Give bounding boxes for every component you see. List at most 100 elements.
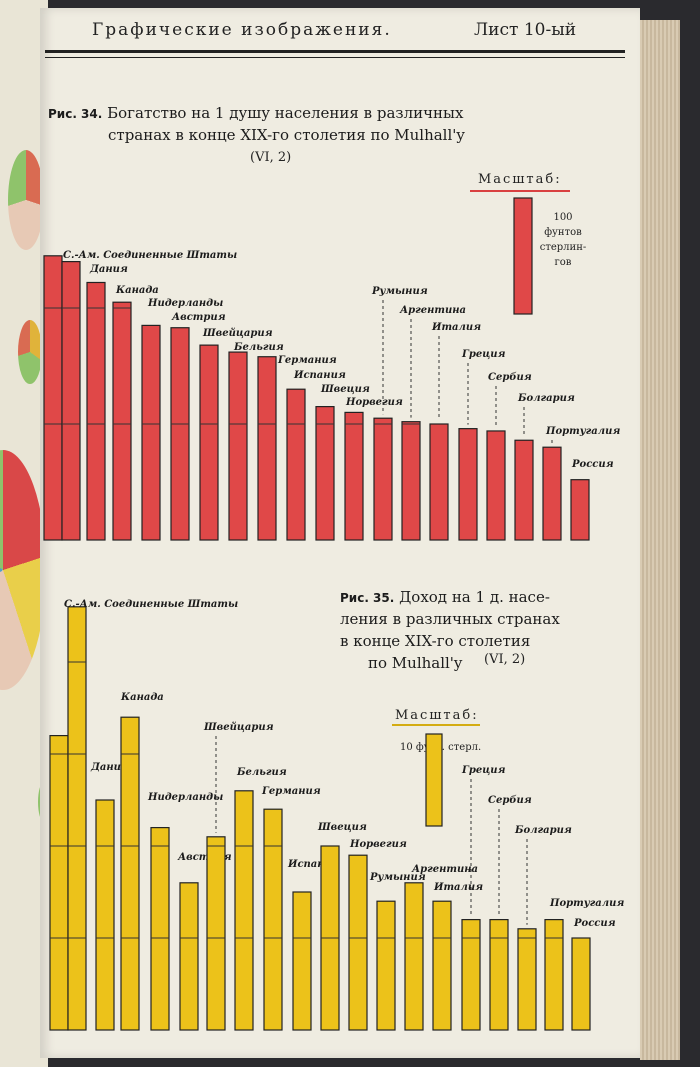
fig34-bar-с-ам-соединенные-штаты xyxy=(61,261,81,541)
fig35-bar-канада xyxy=(120,716,140,1031)
fig34-label-дания: Дания xyxy=(89,264,128,275)
fig34-label-португалия: Португалия xyxy=(545,426,620,437)
fig35-label-италия: Италия xyxy=(433,882,483,893)
fig35-label-с-ам-соединенные-штаты: С.-Ам. Соединенные Штаты xyxy=(64,599,238,610)
fig34-scale-underline xyxy=(470,190,570,192)
fig35-caption-line1: Доход на 1 д. насе- xyxy=(399,588,550,606)
fig35-label-австрия: Австрия xyxy=(177,852,232,863)
fig34-bar-португалия xyxy=(542,446,562,541)
fig34-bar-нидерланды xyxy=(141,324,161,541)
fig34-scale-note-line2: фунтов xyxy=(544,227,582,238)
fig35-bar-англия xyxy=(49,734,69,1031)
fig34-caption-line2: странах в конце XIX-го столетия по Mulha… xyxy=(108,126,465,144)
header-title: Графические изображения. xyxy=(92,20,392,40)
fig35-label-румыния: Румыния xyxy=(369,872,426,883)
fig34-caption-num: Рис. 34. xyxy=(48,107,103,121)
fig35-label-швеция: Швеция xyxy=(317,822,367,833)
fig35-bar-бельгия xyxy=(234,790,254,1031)
fig35-ref: (VI, 2) xyxy=(484,652,526,667)
fig35-caption-num: Рис. 35. xyxy=(340,591,395,605)
fig34-bar-австрия xyxy=(170,327,190,541)
left-pie-2 xyxy=(18,320,42,384)
fig35-bar-австрия xyxy=(179,882,199,1031)
fig34-label-болгария: Болгария xyxy=(517,393,575,404)
fig34-bar-норвегия xyxy=(344,411,364,541)
fig34-scale-bar xyxy=(513,197,533,315)
fig35-bar-греция xyxy=(461,918,481,1031)
fig34-bar-канада xyxy=(112,301,132,541)
fig35-bar-аргентина xyxy=(404,882,424,1031)
fig35-label-бельгия: Бельгия xyxy=(236,767,287,778)
fig35-label-португалия: Португалия xyxy=(549,898,624,909)
fig35-label-сербия: Сербия xyxy=(488,795,532,806)
fig35-label-россия: Россия xyxy=(573,918,616,929)
fig34-label-россия: Россия xyxy=(571,459,614,470)
fig35-bar-португалия xyxy=(544,918,564,1031)
fig34-bar-англия xyxy=(43,255,63,541)
fig35-label-болгария: Болгария xyxy=(514,825,572,836)
fig34-bar-сербия xyxy=(486,430,506,541)
fig34-scale-note-line3: стерлин- xyxy=(539,242,587,253)
fig34-label-италия: Италия xyxy=(431,322,481,333)
fig34-bar-швеция xyxy=(315,406,335,541)
fig35-caption-line4: по Mulhall'y xyxy=(368,654,463,672)
fig34-scale-note-line1: 100 xyxy=(553,212,573,223)
fig35-bar-нидерланды xyxy=(150,826,170,1031)
fig34-bar-италия xyxy=(429,423,449,541)
fig34-bar-испания xyxy=(286,388,306,541)
fig35-bar-сербия xyxy=(489,918,509,1031)
fig34-bar-россия xyxy=(570,479,590,541)
fig35-bar-испания xyxy=(292,891,312,1031)
fig35-label-аргентина: Аргентина xyxy=(411,864,478,875)
fig34-label-канада: Канада xyxy=(115,285,159,296)
header-sheet: Лист 10-ый xyxy=(474,20,577,40)
fig35-scale-bar xyxy=(425,733,443,827)
fig34-label-румыния: Румыния xyxy=(371,286,428,297)
fig34-label-германия: Германия xyxy=(277,355,337,366)
fig34-bar-болгария xyxy=(514,439,534,541)
fig35-bar-италия xyxy=(432,900,452,1031)
fig35-bar-норвегия xyxy=(348,854,368,1031)
header-rule-thin xyxy=(45,57,625,58)
fig35-bar-германия xyxy=(263,808,283,1031)
left-pie-1 xyxy=(8,150,44,250)
fig34-caption: Рис. 34. Богатство на 1 душу населения в… xyxy=(48,102,463,125)
header-rule-thick xyxy=(45,50,625,53)
fig35-bar-с-ам-соединенные-штаты xyxy=(67,606,87,1031)
fig35-bar-болгария xyxy=(517,928,537,1031)
fig35-bar-россия xyxy=(571,937,591,1031)
fig34-bar-аргентина xyxy=(401,421,421,541)
fig35-scale-title: Масштаб: xyxy=(395,708,479,723)
fig34-label-норвегия: Норвегия xyxy=(345,397,403,408)
fig35-label-греция: Греция xyxy=(461,765,506,776)
fig34-scale-note: 100 фунтов стерлин- гов xyxy=(536,210,590,270)
fig35-label-испания: Испания xyxy=(287,859,340,870)
fig35-label-дания: Дания xyxy=(90,762,129,773)
fig34-bar-румыния xyxy=(373,417,393,541)
fig34-label-греция: Греция xyxy=(461,349,506,360)
page-edge xyxy=(640,20,680,1060)
fig35-caption: Рис. 35. Доход на 1 д. насе- xyxy=(340,586,550,609)
fig35-label-швейцария: Швейцария xyxy=(203,722,274,733)
fig35-bar-дания xyxy=(95,799,115,1031)
fig34-label-аргентина: Аргентина xyxy=(399,305,466,316)
fig35-bar-румыния xyxy=(376,900,396,1031)
fig34-label-австрия: Австрия xyxy=(171,312,226,323)
fig34-label-нидерланды: Нидерланды xyxy=(147,298,223,309)
fig35-label-нидерланды: Нидерланды xyxy=(147,792,223,803)
fig35-scale-underline xyxy=(392,724,480,726)
fig35-label-германия: Германия xyxy=(261,786,321,797)
fig34-bar-швейцария xyxy=(199,344,219,541)
fig34-caption-line1: Богатство на 1 душу населения в различны… xyxy=(107,104,464,122)
fig35-caption-line2: ления в различных странах xyxy=(340,610,560,628)
fig35-label-канада: Канада xyxy=(120,692,164,703)
fig34-bar-германия xyxy=(257,356,277,541)
fig34-label-сербия: Сербия xyxy=(488,372,532,383)
fig34-label-швеция: Швеция xyxy=(320,384,370,395)
fig34-label-испания: Испания xyxy=(293,370,346,381)
fig35-bar-швейцария xyxy=(206,836,226,1031)
fig34-scale-note-line4: гов xyxy=(554,257,572,268)
fig35-caption-line3: в конце XIX-го столетия xyxy=(340,632,531,650)
